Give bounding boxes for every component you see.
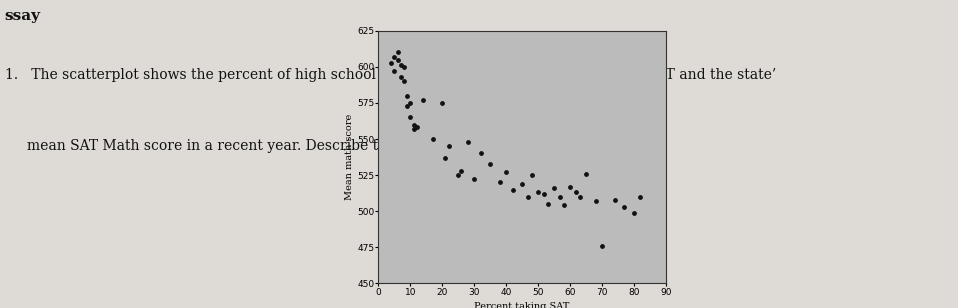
Point: [531, 190, 546, 195]
Point: [397, 64, 412, 69]
Point: [454, 168, 469, 173]
Point: [387, 69, 402, 74]
Point: [579, 171, 594, 176]
Point: [569, 190, 584, 195]
Point: [562, 184, 578, 189]
Point: [540, 201, 556, 206]
Point: [399, 93, 415, 98]
Point: [553, 194, 568, 199]
Point: [435, 100, 450, 105]
Point: [399, 103, 415, 108]
Point: [409, 125, 424, 130]
Point: [393, 75, 408, 79]
Point: [406, 122, 422, 127]
Point: [588, 199, 604, 204]
Point: [390, 57, 405, 62]
Point: [521, 194, 536, 199]
Text: mean SAT Math score in a recent year. Describe the relationship.: mean SAT Math score in a recent year. De…: [5, 139, 489, 152]
Point: [536, 191, 552, 196]
Text: ssay: ssay: [5, 9, 41, 23]
Point: [383, 60, 399, 65]
Point: [546, 186, 561, 191]
Point: [594, 243, 609, 248]
Y-axis label: Mean math score: Mean math score: [345, 114, 354, 200]
Point: [441, 144, 456, 149]
Point: [406, 127, 422, 132]
Point: [483, 161, 498, 166]
Point: [572, 194, 587, 199]
Point: [402, 100, 418, 105]
Point: [450, 173, 466, 178]
Point: [607, 197, 623, 202]
Point: [393, 63, 408, 68]
Point: [397, 79, 412, 84]
Point: [632, 194, 648, 199]
Point: [402, 115, 418, 120]
Point: [473, 151, 489, 156]
Point: [390, 50, 405, 55]
Point: [498, 170, 513, 175]
Point: [505, 187, 520, 192]
Point: [460, 140, 475, 144]
Point: [438, 155, 453, 160]
Point: [492, 180, 508, 185]
Text: 1.   The scatterplot shows the percent of high school graduates in each state wh: 1. The scatterplot shows the percent of …: [5, 68, 776, 82]
Point: [524, 173, 539, 178]
Point: [416, 98, 431, 103]
Point: [617, 205, 632, 209]
X-axis label: Percent taking SAT: Percent taking SAT: [474, 302, 570, 308]
Point: [514, 181, 530, 186]
Point: [627, 210, 642, 215]
Point: [467, 177, 482, 182]
Point: [387, 54, 402, 59]
Point: [556, 203, 571, 208]
Point: [425, 136, 441, 141]
